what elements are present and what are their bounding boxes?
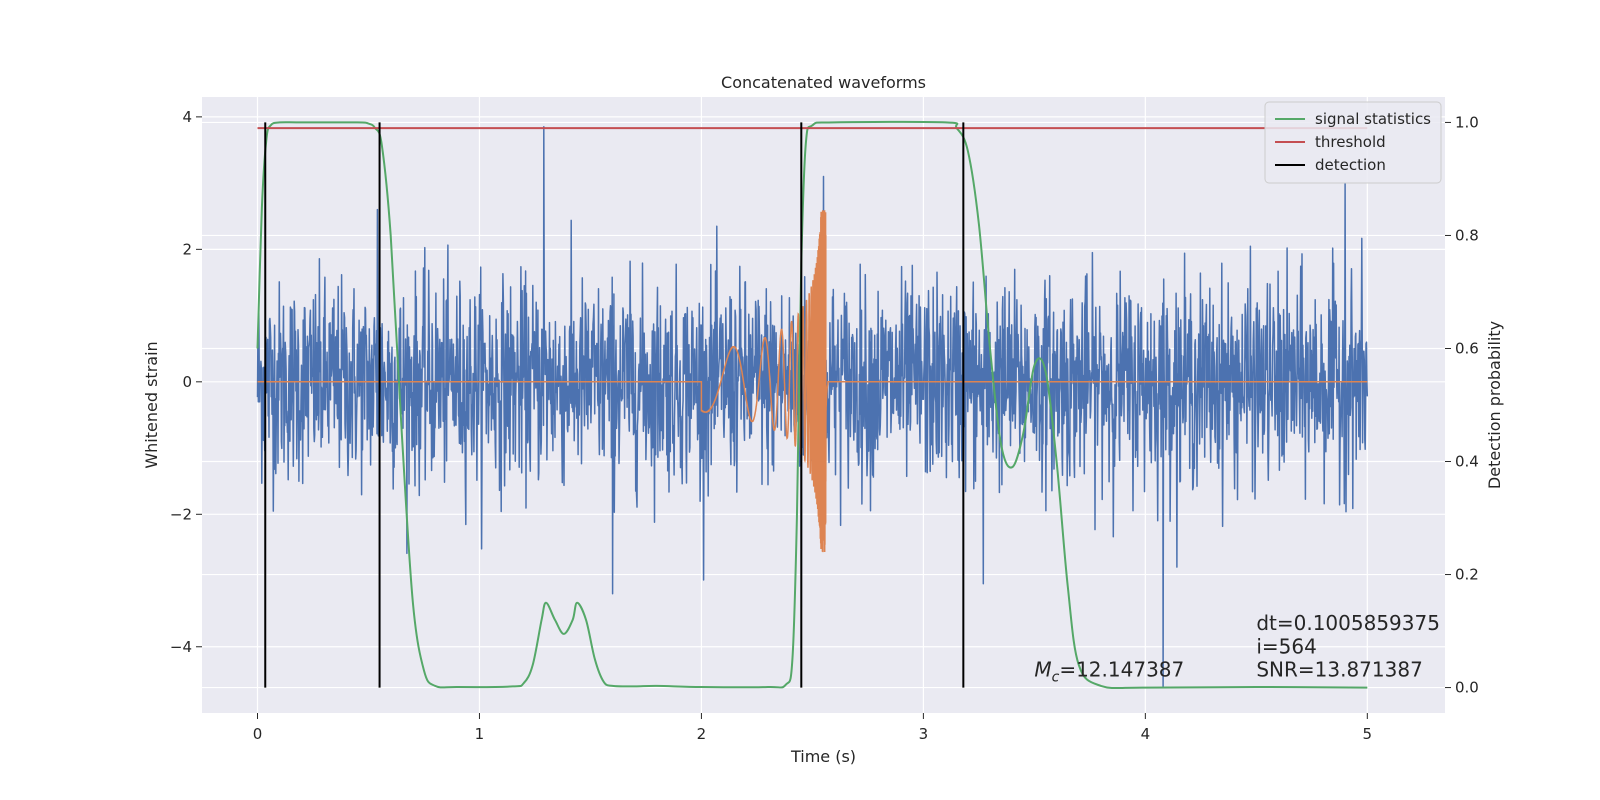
x-tick-label: 5: [1363, 725, 1373, 743]
series-layer: [256, 120, 1369, 690]
x-tick-label: 1: [475, 725, 485, 743]
x-tick-label: 2: [697, 725, 707, 743]
y2-tick-label: 0.6: [1455, 339, 1479, 357]
series-signal-statistics-line: [256, 120, 1368, 690]
y2-tick-label: 1.0: [1455, 113, 1479, 131]
y2-tick-label: 0.8: [1455, 226, 1479, 244]
x-tick-label: 3: [919, 725, 929, 743]
x-tick-label: 0: [253, 725, 263, 743]
legend-box: [1264, 101, 1442, 184]
y2-tick-label: 0.4: [1455, 453, 1479, 471]
y-tick-label: −2: [170, 505, 192, 523]
annotation-text: Mc=12.147387: [1034, 658, 1184, 686]
y-tick-label: 4: [182, 108, 192, 126]
annotation-text: i=564: [1256, 634, 1317, 658]
x-axis-label: Time (s): [790, 747, 856, 766]
chart-title: Concatenated waveforms: [721, 73, 926, 92]
annotation-text: dt=0.1005859375: [1256, 611, 1440, 635]
ticks: 0 1 2 3 4 5 −4 −2 0 2 4 0.0 0.2 0.4 0.6 0.8 1.0: [170, 108, 1479, 743]
y-tick-label: 0: [182, 373, 192, 391]
legend-label: threshold: [1315, 133, 1386, 151]
y2-tick-label: 0.2: [1455, 566, 1479, 584]
x-tick-label: 4: [1141, 725, 1151, 743]
y-axis-label: Whitened strain: [142, 341, 161, 468]
y2-axis-label: Detection probability: [1485, 321, 1504, 489]
annotation-text: SNR=13.871387: [1256, 658, 1422, 682]
y2-tick-label: 0.0: [1455, 679, 1479, 697]
series-chirp-line: [257, 210, 1368, 553]
legend-label: signal statistics: [1315, 110, 1431, 128]
legend-label: detection: [1315, 156, 1386, 174]
y-tick-label: −4: [170, 638, 192, 656]
legend: signal statistics threshold detection: [1264, 101, 1442, 184]
y-tick-label: 2: [182, 240, 192, 258]
